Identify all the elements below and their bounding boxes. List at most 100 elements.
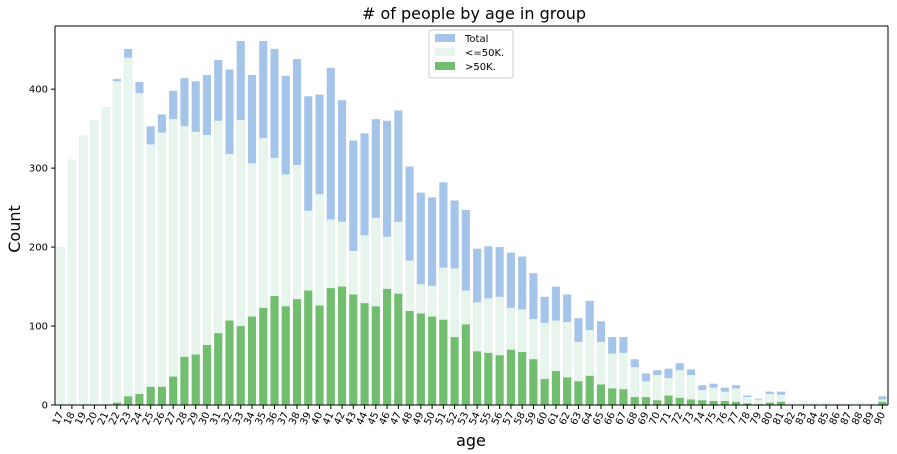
bar-gt50k-58 — [518, 352, 527, 405]
bar-gt50k-28 — [180, 356, 189, 405]
bar-le50k-27 — [169, 119, 178, 406]
bar-gt50k-60 — [540, 378, 549, 405]
x-tick-label: 22 — [107, 411, 122, 427]
bar-le50k-81 — [777, 394, 786, 405]
bar-le50k-89 — [867, 403, 876, 405]
bar-le50k-63 — [574, 341, 583, 405]
bar-gt50k-35 — [259, 307, 268, 405]
legend-label: Total — [464, 34, 488, 45]
bar-gt50k-51 — [439, 319, 448, 405]
bar-le50k-22 — [112, 81, 121, 406]
x-tick-label: 84 — [805, 411, 820, 427]
x-tick-label: 39 — [299, 411, 314, 427]
bar-le50k-33 — [236, 119, 245, 406]
bar-gt50k-66 — [608, 388, 617, 405]
bar-gt50k-63 — [574, 381, 583, 405]
bar-gt50k-64 — [585, 375, 594, 405]
bar-le50k-84 — [810, 402, 819, 405]
bar-gt50k-69 — [641, 397, 651, 405]
bar-le50k-31 — [214, 120, 223, 405]
x-tick-label: 83 — [794, 411, 809, 427]
x-tick-label: 24 — [130, 411, 145, 427]
x-tick-label: 57 — [501, 411, 516, 427]
bar-le50k-52 — [450, 268, 459, 405]
legend-swatch — [435, 34, 455, 42]
bar-le50k-73 — [686, 375, 696, 405]
y-tick-label: 200 — [29, 243, 48, 254]
x-tick-label: 44 — [355, 411, 370, 427]
bar-gt50k-61 — [551, 371, 560, 405]
x-tick-label: 40 — [310, 411, 325, 427]
x-tick-label: 30 — [197, 411, 212, 427]
legend: Total <=50K. >50K. — [428, 29, 514, 79]
x-tick-label: 85 — [816, 411, 831, 427]
bar-gt50k-72 — [675, 397, 684, 405]
bar-le50k-69 — [641, 381, 651, 405]
bar-le50k-86 — [833, 403, 842, 405]
x-tick-label: 38 — [287, 411, 302, 427]
bar-le50k-21 — [101, 107, 110, 405]
x-tick-label: 49 — [411, 411, 426, 427]
x-tick-label: 45 — [366, 411, 381, 427]
x-tick-label: 77 — [726, 411, 741, 427]
bar-le50k-60 — [540, 322, 549, 405]
axes-layer: 0100200300400171819202122232425262728293… — [29, 25, 889, 427]
y-tick-label: 300 — [29, 164, 48, 175]
x-tick-label: 89 — [861, 411, 876, 427]
bar-gt50k-46 — [383, 288, 392, 405]
x-tick-label: 25 — [141, 411, 156, 427]
bar-gt50k-59 — [529, 359, 538, 405]
x-tick-label: 17 — [51, 411, 66, 427]
bar-gt50k-25 — [146, 386, 155, 405]
bar-le50k-75 — [709, 387, 718, 405]
x-tick-label: 62 — [558, 411, 573, 427]
x-tick-label: 70 — [648, 411, 663, 427]
bar-le50k-40 — [315, 194, 324, 405]
x-tick-label: 21 — [96, 411, 111, 427]
bar-gt50k-41 — [326, 288, 335, 405]
bar-gt50k-53 — [461, 324, 470, 405]
bar-gt50k-27 — [169, 376, 178, 405]
bar-le50k-70 — [653, 375, 662, 405]
bar-gt50k-48 — [405, 311, 414, 405]
bar-le50k-35 — [259, 138, 268, 405]
legend-swatch — [435, 48, 455, 56]
x-tick-label: 37 — [276, 411, 291, 427]
bar-le50k-30 — [202, 134, 212, 405]
bar-gt50k-70 — [653, 400, 662, 405]
bar-gt50k-49 — [416, 313, 425, 405]
bar-le50k-78 — [743, 397, 752, 405]
bar-gt50k-76 — [720, 401, 729, 405]
bar-le50k-85 — [822, 402, 831, 405]
bar-gt50k-81 — [777, 401, 786, 405]
bar-le50k-76 — [720, 391, 729, 405]
x-tick-label: 66 — [603, 411, 618, 427]
bar-le50k-65 — [596, 341, 605, 405]
bar-le50k-19 — [79, 135, 88, 405]
bar-gt50k-39 — [304, 290, 313, 405]
bar-gt50k-40 — [315, 305, 324, 405]
bar-gt50k-36 — [270, 296, 279, 405]
bar-gt50k-42 — [337, 286, 347, 405]
bar-gt50k-37 — [281, 306, 290, 405]
x-tick-label: 54 — [467, 411, 482, 427]
x-tick-label: 59 — [524, 411, 539, 427]
bar-gt50k-47 — [394, 293, 403, 405]
bar-le50k-82 — [788, 402, 797, 405]
x-tick-label: 46 — [377, 411, 392, 427]
x-tick-label: 56 — [490, 411, 505, 427]
bar-le50k-74 — [698, 390, 707, 405]
x-tick-label: 61 — [546, 411, 561, 427]
bar-le50k-72 — [675, 370, 684, 405]
x-tick-label: 81 — [771, 411, 786, 427]
bar-gt50k-67 — [619, 389, 628, 405]
y-axis-title: Count — [5, 205, 24, 253]
bar-gt50k-24 — [135, 393, 144, 405]
bar-gt50k-75 — [709, 401, 718, 405]
legend-label: <=50K. — [465, 48, 504, 59]
bar-gt50k-34 — [247, 316, 257, 405]
bar-gt50k-78 — [743, 403, 752, 405]
x-tick-label: 55 — [479, 411, 494, 427]
bar-gt50k-26 — [157, 386, 166, 405]
x-tick-label: 69 — [636, 411, 651, 427]
